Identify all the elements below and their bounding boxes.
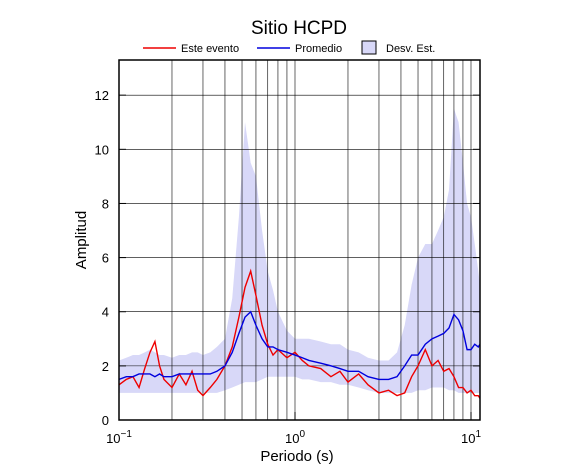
plot-frame [118,59,481,421]
tick-exponent: 0 [299,429,305,440]
y-tick-label: 0 [102,413,109,428]
y-tick-label: 10 [95,142,109,157]
x-axis-label: Periodo (s) [260,448,333,465]
series-line [118,310,481,381]
legend-label: Desv. Est. [386,43,435,55]
x-tick-label: 101 [461,429,481,446]
tick-exponent: −1 [121,429,133,440]
y-tick-label: 12 [95,88,109,103]
tick-exponent: 1 [475,429,481,440]
y-tick-label: 8 [102,196,109,211]
legend-label: Promedio [295,43,342,55]
tick-base: 10 [461,431,475,446]
tick-base: 10 [106,431,120,446]
series-line [118,268,481,399]
y-axis-label: Amplitud [73,211,90,269]
x-tick-label: 100 [285,429,305,446]
legend-swatch [361,40,377,55]
y-tick-label: 2 [102,359,109,374]
y-tick-label: 4 [102,305,109,320]
y-tick-label: 6 [102,251,109,266]
x-tick-label: 10−1 [106,429,132,446]
tick-base: 10 [285,431,299,446]
legend-label: Este evento [181,43,239,55]
chart-title: Sitio HCPD [251,18,347,39]
